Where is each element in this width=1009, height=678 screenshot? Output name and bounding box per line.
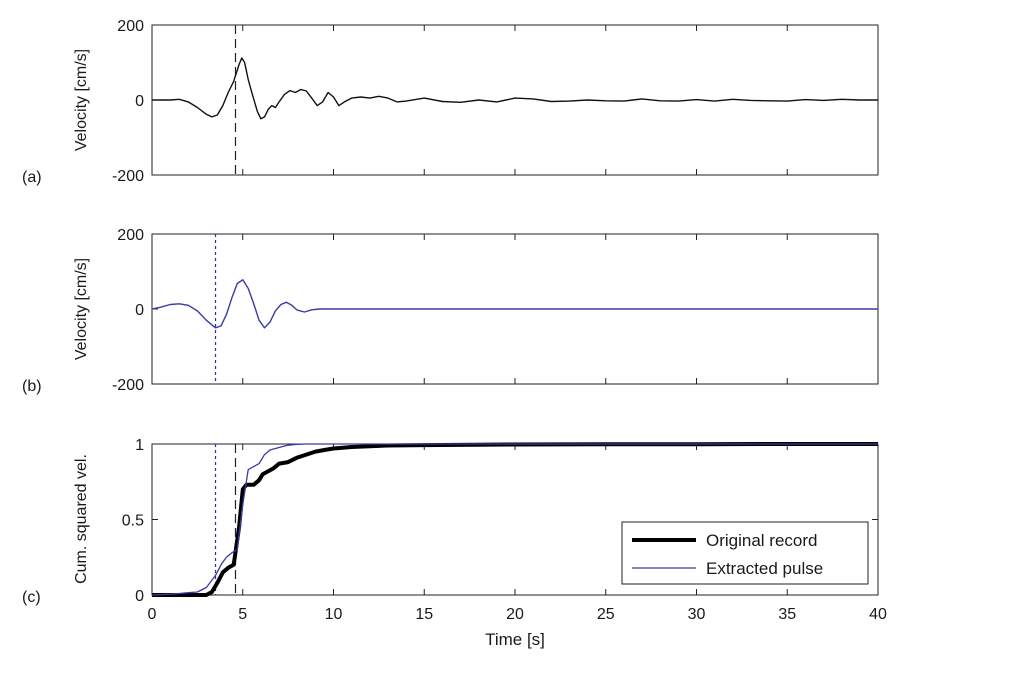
- x-tick-label: 35: [778, 606, 796, 623]
- panel-a: -200 0 200 Velocity [cm/s] (a): [22, 18, 879, 186]
- legend-label-extracted-pulse: Extracted pulse: [706, 559, 823, 578]
- axis-ticks-b: -200 0 200: [112, 227, 879, 394]
- y-tick-label: -200: [112, 377, 144, 394]
- plot-frame-a: [151, 24, 879, 176]
- legend-label-original-record: Original record: [706, 531, 818, 550]
- x-tick-label: 25: [597, 606, 615, 623]
- y-tick-label: 200: [117, 227, 144, 244]
- x-tick-label: 15: [415, 606, 433, 623]
- x-axis-label: Time [s]: [485, 630, 545, 649]
- x-tick-label: 5: [238, 606, 247, 623]
- legend: Original record Extracted pulse: [621, 521, 869, 585]
- axis-ticks-a: -200 0 200: [112, 18, 879, 185]
- panel-b: -200 0 200 Velocity [cm/s] (b): [22, 227, 879, 395]
- y-tick-label: 1: [135, 437, 144, 454]
- panel-label-b: (b): [22, 378, 42, 395]
- x-tick-label: 20: [506, 606, 524, 623]
- panel-label-a: (a): [22, 169, 42, 186]
- panel-label-c: (c): [22, 589, 41, 606]
- y-tick-label: 0: [135, 588, 144, 605]
- x-tick-label: 0: [148, 606, 157, 623]
- x-tick-label: 10: [325, 606, 343, 623]
- series-line-a: [152, 57, 878, 120]
- series-line-extracted-pulse: [151, 443, 878, 596]
- x-tick-label: 40: [869, 606, 887, 623]
- panel-c: 00.510 5 10 15 20 25 30 35 40 Cum. squared vel. …: [22, 437, 887, 649]
- y-tick-label: 200: [117, 18, 144, 35]
- y-axis-label-a: Velocity [cm/s]: [73, 49, 90, 151]
- y-tick-label: 0: [135, 302, 144, 319]
- y-axis-label-b: Velocity [cm/s]: [73, 258, 90, 360]
- series-line-original-record: [152, 442, 878, 597]
- y-tick-label: -200: [112, 168, 144, 185]
- x-tick-label: 30: [688, 606, 706, 623]
- legend-box: [621, 521, 869, 585]
- series-line-b: [151, 279, 878, 329]
- axis-ticks-c: 00.510 5 10 15 20 25 30 35 40: [122, 437, 887, 623]
- y-axis-label-c: Cum. squared vel.: [73, 454, 90, 584]
- y-tick-label: 0: [135, 93, 144, 110]
- y-tick-label: 0.5: [122, 513, 144, 530]
